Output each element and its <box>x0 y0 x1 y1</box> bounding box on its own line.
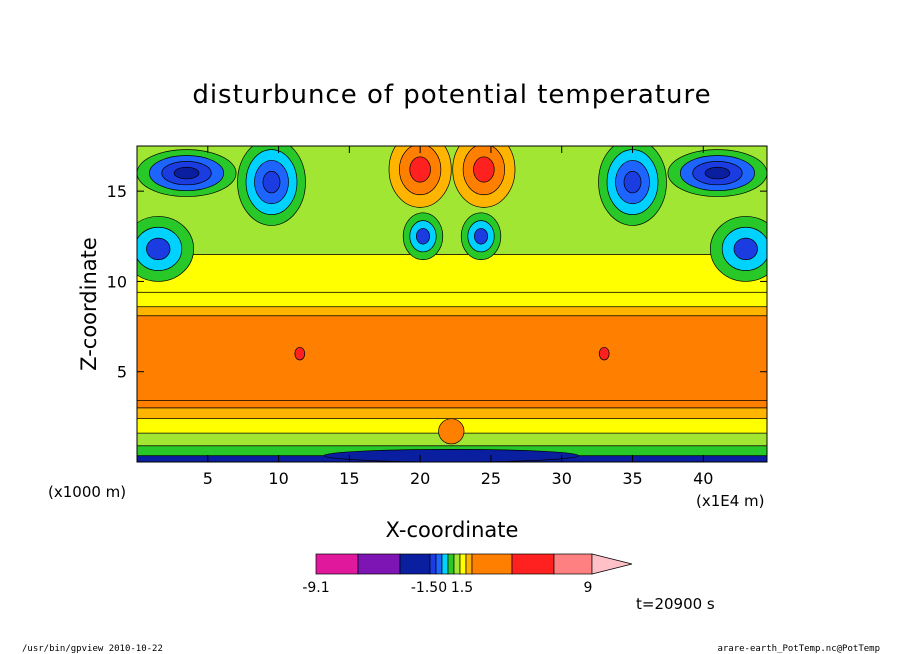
x-tick-label: 15 <box>339 469 359 488</box>
x-axis: 5 10 15 20 25 30 35 40 <box>203 146 713 488</box>
x-tick-label: 25 <box>481 469 501 488</box>
contour-region <box>623 170 642 194</box>
colorbar-tick-label: 1.5 <box>451 580 473 596</box>
contour-region <box>294 346 306 361</box>
footer-program: /usr/bin/gpview 2010-10-22 <box>22 644 163 654</box>
contour-region <box>146 237 171 261</box>
colorbar-bin <box>429 553 437 575</box>
x-tick-label: 20 <box>410 469 430 488</box>
plot-area <box>137 146 767 462</box>
colorbar-bin <box>447 553 455 575</box>
colorbar-bin <box>357 553 401 575</box>
contour-region <box>409 156 431 183</box>
y-unit-label: (x1000 m) <box>48 483 126 501</box>
colorbar-bin <box>553 553 593 575</box>
contour-region <box>416 228 430 245</box>
contour-region <box>173 166 200 180</box>
contour-region <box>474 228 488 245</box>
time-label: t=20900 s <box>636 595 715 613</box>
x-unit-label: (x1E4 m) <box>696 492 765 510</box>
colorbar-bin <box>465 553 473 575</box>
colorbar-bin <box>435 553 443 575</box>
x-tick-label: 40 <box>693 469 713 488</box>
contour-band <box>137 400 767 409</box>
colorbar-bin <box>471 553 513 575</box>
y-tick-label: 15 <box>107 182 127 201</box>
contour-region <box>733 237 758 261</box>
chart-title: disturbunce of potential temperature <box>192 80 711 110</box>
x-tick-label: 5 <box>203 469 213 488</box>
contour-band <box>137 306 767 317</box>
contour-band <box>137 407 767 420</box>
y-axis: 5 10 15 <box>107 182 767 382</box>
colorbar-bin <box>511 553 555 575</box>
contour-region <box>704 166 731 180</box>
colorbar-bin <box>459 553 467 575</box>
contour-region <box>438 418 465 445</box>
footer-source: arare-earth_PotTemp.nc@PotTemp <box>717 644 880 654</box>
colorbar <box>315 553 633 575</box>
x-axis-label: X-coordinate <box>386 518 519 542</box>
y-tick-label: 5 <box>117 363 127 382</box>
contour-band <box>137 146 767 255</box>
colorbar-tick-label: -1.50 <box>411 580 447 596</box>
colorbar-bin <box>453 553 461 575</box>
colorbar-tick-label: 9 <box>584 580 593 596</box>
contour-band <box>137 291 767 308</box>
contour-region <box>262 170 281 194</box>
contour-region <box>598 346 610 361</box>
colorbar-bin <box>315 553 359 575</box>
x-tick-label: 35 <box>622 469 642 488</box>
contour-band <box>137 315 767 401</box>
x-tick-label: 10 <box>268 469 288 488</box>
y-axis-label: Z-coordinate <box>77 237 101 371</box>
y-tick-label: 10 <box>107 272 127 291</box>
colorbar-tick-label: -9.1 <box>302 580 329 596</box>
x-tick-label: 30 <box>552 469 572 488</box>
contour-band <box>137 253 767 293</box>
colorbar-bin <box>441 553 449 575</box>
colorbar-bin <box>399 553 431 575</box>
colorbar-arrow <box>591 553 633 575</box>
plot-frame <box>136 145 768 463</box>
contour-region <box>473 156 495 183</box>
contour-region <box>323 449 580 462</box>
colorbar-labels: -9.1 -1.50 1.5 9 <box>302 580 592 596</box>
